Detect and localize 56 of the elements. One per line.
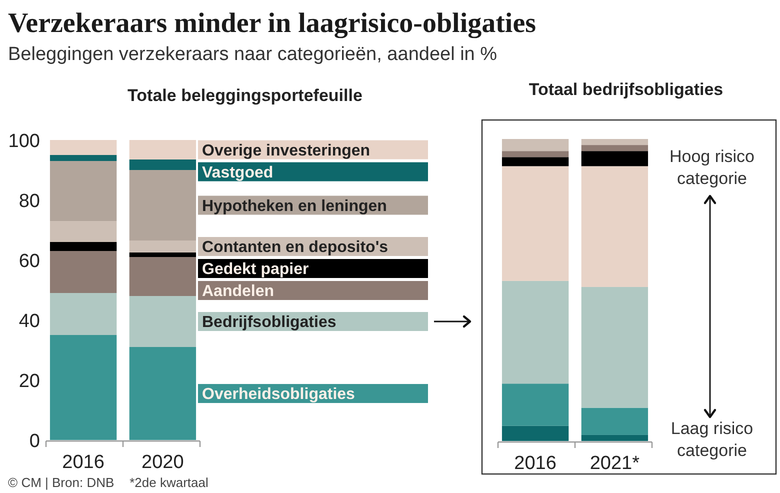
bar [502,157,569,166]
x-tick-label: 2021* [590,453,640,474]
series-label: Contanten en deposito's [202,239,388,256]
bar [50,293,117,335]
text: Hoog risico categorie [669,147,755,188]
bar [129,170,196,240]
bar [129,257,196,296]
text: Beleggingen verzekeraars naar categorieën, aandeel in % [8,44,498,65]
x-tick-label: 2016 [514,453,556,474]
series-label: Overige investeringen [202,142,370,160]
bar [502,280,569,384]
bar [502,384,569,426]
bar [581,151,648,166]
text: Verzekeraars minder in laagrisico-obligaties [8,8,536,39]
series-label: Vastgoed [202,164,274,182]
y-tick-label: 40 [18,311,40,332]
series-label: Hypotheken en leningen [202,198,387,215]
bar [50,251,117,293]
bar [50,161,117,221]
x-tick-label: 2020 [142,452,184,473]
bar [581,408,648,435]
bar [581,434,648,441]
bar [129,296,196,347]
bar [502,151,569,158]
bar [502,139,569,152]
series-label: Bedrijfsobligaties [202,314,336,331]
y-tick-label: 20 [18,371,40,392]
series-label: Overheidsobligaties [202,386,356,403]
chart-title: Totaal bedrijfsobligaties [528,80,724,99]
bar [50,242,117,251]
bar [502,166,569,281]
bar [502,426,569,441]
bar [581,286,648,408]
bar [581,145,648,152]
bar [50,140,117,155]
bar [129,140,196,160]
x-tick-label: 2016 [62,452,104,473]
y-tick-label: 80 [18,191,40,212]
series-label: Aandelen [202,283,274,300]
bar [50,335,117,440]
y-tick-label: 100 [8,131,40,152]
bar [129,252,196,257]
bar [129,160,196,170]
bar [581,166,648,287]
y-tick-label: 0 [29,431,40,452]
text: *2de kwartaal [130,475,208,490]
bar [50,155,117,161]
bar [129,347,196,440]
series-label: Gedekt papier [202,261,309,278]
bar [129,240,196,252]
text: Totale beleggingsportefeuille [128,86,362,105]
bar [50,221,117,242]
text: Laag risico categorie [670,419,754,460]
y-tick-label: 60 [18,251,40,272]
bar [581,139,648,146]
text: © CM | Bron: DNB [8,475,114,490]
